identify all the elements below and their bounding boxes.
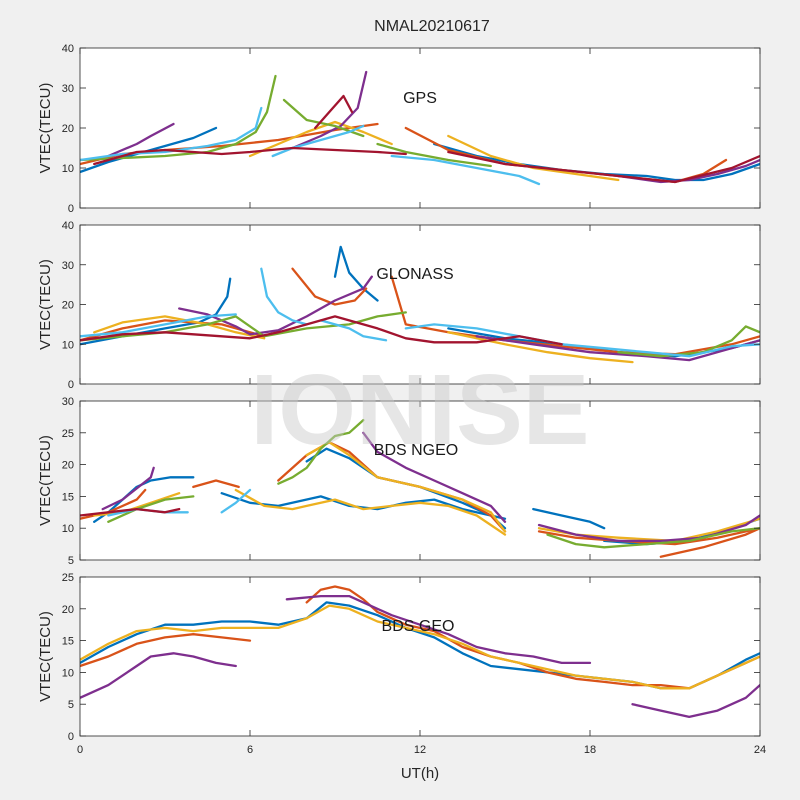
series-line [546,527,760,549]
series-line [107,122,175,158]
series-line [80,315,563,346]
series-line [80,74,277,162]
y-tick-label: 30 [62,260,74,272]
series-line [291,70,368,150]
series-line [80,652,237,699]
series-line [537,527,760,546]
y-tick-label: 10 [62,667,74,679]
series-line [319,319,388,342]
series-line [532,507,606,530]
panel-label: GLONASS [376,266,453,283]
series-line [192,479,240,489]
series-line [80,604,760,690]
y-tick-label: 20 [62,300,74,312]
x-axis-label: UT(h) [401,765,439,782]
series-line [433,142,760,182]
y-tick-label: 25 [62,572,74,584]
series-line [285,594,592,665]
series-line [390,154,541,186]
series-line [314,94,354,130]
series-line [178,275,373,336]
panel-glonass: 0 10 20 30 40 VTEC(TECU) GLONASS [37,220,761,391]
series-line [404,323,760,358]
series-line [101,466,155,511]
series-group [80,585,760,719]
x-tick-label: 24 [754,744,766,756]
series-line [617,158,760,184]
panel-gps: 0 10 20 30 40 VTEC(TECU) GPS [37,43,761,215]
series-line [362,431,507,523]
y-tick-label: 10 [62,339,74,351]
y-tick-label: 15 [62,636,74,648]
y-axis-label: VTEC(TECU) [37,259,54,350]
series-line [333,245,379,302]
panel-label: BDS NGEO [374,442,458,459]
y-tick-label: 20 [62,460,74,472]
series-line [537,514,760,543]
figure-title: NMAL20210617 [374,18,490,35]
y-tick-label: 10 [62,163,74,175]
x-tick-label: 18 [584,744,596,756]
series-line [220,492,507,520]
series-line [220,488,252,514]
y-tick-label: 40 [62,220,74,232]
series-line [291,267,368,306]
series-line [631,683,760,719]
series-line [447,150,760,184]
panel-label: GPS [403,90,437,107]
panel-label: BDS GEO [382,618,455,635]
y-tick-label: 25 [62,428,74,440]
series-line [376,142,492,168]
y-axis-label: VTEC(TECU) [37,83,54,174]
series-line [248,120,393,158]
panel-bds-ngeo: 5 10 15 20 25 30 VTEC(TECU) BDS NGEO [37,396,761,567]
panel-bds-geo: 0 5 10 15 20 25 0 6 12 18 24 VTEC(TECU) BDS GEO UT(h) [37,572,766,782]
series-line [80,633,252,668]
plot-area [80,225,760,384]
x-tick-label: 6 [247,744,253,756]
y-tick-label: 30 [62,83,74,95]
plot-area [80,401,760,560]
y-tick-label: 30 [62,396,74,408]
series-line [93,492,181,517]
y-tick-label: 5 [68,555,74,567]
series-line [93,146,407,166]
y-tick-label: 20 [62,604,74,616]
x-tick-label: 0 [77,744,83,756]
series-line [234,488,507,536]
series-line [617,325,760,358]
y-axis-label: VTEC(TECU) [37,611,54,702]
y-tick-label: 40 [62,43,74,55]
y-tick-label: 0 [68,203,74,215]
y-tick-label: 20 [62,123,74,135]
series-line [659,527,760,558]
series-line [80,313,237,338]
series-line [277,418,365,485]
y-tick-label: 5 [68,699,74,711]
y-axis-label: VTEC(TECU) [37,435,54,526]
plot-area [80,48,760,208]
series-line [80,319,266,342]
y-tick-label: 0 [68,379,74,391]
series-line [271,124,365,158]
x-tick-label: 12 [414,744,426,756]
series-group [80,70,760,186]
series-line [80,106,263,162]
y-tick-label: 0 [68,731,74,743]
watermark: IONISE [251,354,590,466]
y-tick-label: 10 [62,523,74,535]
y-tick-label: 15 [62,491,74,503]
series-line [260,267,308,326]
series-line [475,335,760,362]
series-line [305,441,507,533]
series-group [80,418,760,558]
series-line [80,507,181,517]
series-line [107,495,195,523]
series-group [80,245,760,364]
plot-area [80,577,760,736]
